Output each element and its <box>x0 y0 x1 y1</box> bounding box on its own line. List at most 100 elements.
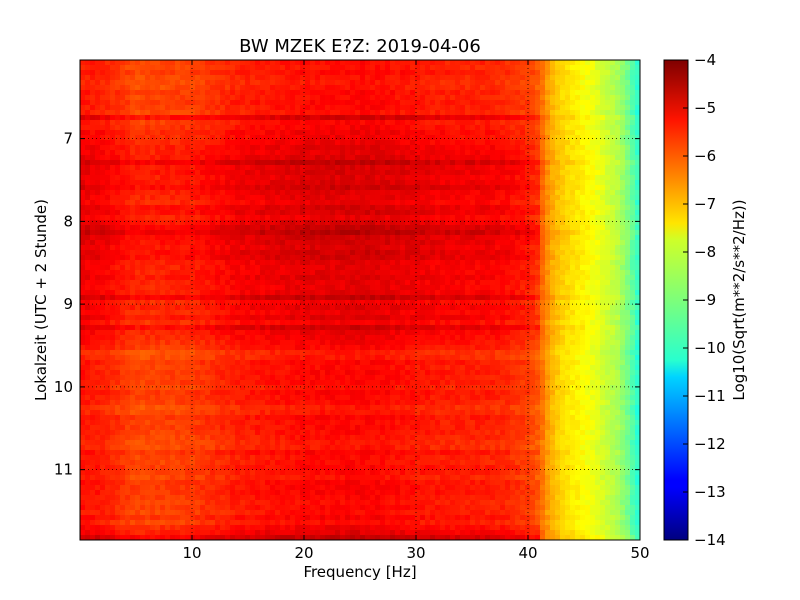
heatmap-cell <box>215 255 221 261</box>
heatmap-cell <box>550 105 556 111</box>
heatmap-cell <box>120 250 126 256</box>
heatmap-cell <box>110 230 116 236</box>
heatmap-cell <box>80 80 86 86</box>
heatmap-cell <box>220 275 226 281</box>
heatmap-cell <box>575 140 581 146</box>
heatmap-cell <box>580 240 586 246</box>
heatmap-cell <box>490 85 496 91</box>
heatmap-cell <box>620 230 626 236</box>
heatmap-cell <box>605 120 611 126</box>
heatmap-cell <box>265 165 271 171</box>
heatmap-cell <box>230 270 236 276</box>
heatmap-cell <box>290 150 296 156</box>
heatmap-cell <box>620 120 626 126</box>
heatmap-cell <box>270 235 276 241</box>
heatmap-cell <box>595 95 601 101</box>
heatmap-cell <box>495 145 501 151</box>
heatmap-cell <box>165 245 171 251</box>
heatmap-cell <box>275 255 281 261</box>
heatmap-cell <box>595 265 601 271</box>
heatmap-cell <box>130 180 136 186</box>
heatmap-cell <box>420 160 426 166</box>
heatmap-cell <box>560 180 566 186</box>
heatmap-cell <box>620 80 626 86</box>
heatmap-cell <box>480 255 486 261</box>
heatmap-cell <box>485 140 491 146</box>
heatmap-cell <box>415 110 421 116</box>
heatmap-cell <box>580 95 586 101</box>
heatmap-cell <box>160 125 166 131</box>
heatmap-cell <box>505 170 511 176</box>
heatmap-cell <box>340 65 346 71</box>
heatmap-cell <box>595 70 601 76</box>
heatmap-cell <box>340 145 346 151</box>
heatmap-cell <box>600 95 606 101</box>
heatmap-cell <box>510 160 516 166</box>
heatmap-cell <box>380 265 386 271</box>
heatmap-cell <box>345 205 351 211</box>
heatmap-cell <box>360 155 366 161</box>
heatmap-cell <box>495 165 501 171</box>
heatmap-cell <box>270 155 276 161</box>
heatmap-cell <box>180 255 186 261</box>
heatmap-cell <box>440 230 446 236</box>
heatmap-cell <box>125 110 131 116</box>
heatmap-cell <box>495 110 501 116</box>
heatmap-cell <box>225 215 231 221</box>
heatmap-cell <box>510 250 516 256</box>
heatmap-cell <box>435 185 441 191</box>
heatmap-cell <box>300 85 306 91</box>
heatmap-cell <box>245 120 251 126</box>
heatmap-cell <box>460 185 466 191</box>
heatmap-cell <box>285 65 291 71</box>
heatmap-cell <box>445 160 451 166</box>
heatmap-cell <box>425 235 431 241</box>
heatmap-cell <box>575 85 581 91</box>
heatmap-cell <box>85 155 91 161</box>
heatmap-cell <box>355 135 361 141</box>
heatmap-cell <box>375 275 381 281</box>
heatmap-cell <box>105 235 111 241</box>
heatmap-cell <box>125 255 131 261</box>
heatmap-cell <box>335 110 341 116</box>
heatmap-cell <box>500 125 506 131</box>
heatmap-cell <box>635 105 640 111</box>
heatmap-cell <box>570 140 576 146</box>
heatmap-cell <box>570 95 576 101</box>
heatmap-cell <box>450 155 456 161</box>
heatmap-cell <box>520 200 526 206</box>
heatmap-cell <box>100 165 106 171</box>
heatmap-cell <box>145 245 151 251</box>
heatmap-cell <box>540 60 546 66</box>
heatmap-cell <box>525 195 531 201</box>
heatmap-cell <box>325 190 331 196</box>
heatmap-cell <box>365 180 371 186</box>
heatmap-cell <box>115 160 121 166</box>
heatmap-cell <box>90 135 96 141</box>
heatmap-cell <box>470 120 476 126</box>
heatmap-cell <box>370 80 376 86</box>
heatmap-cell <box>355 145 361 151</box>
heatmap-cell <box>255 180 261 186</box>
heatmap-cell <box>530 110 536 116</box>
heatmap-cell <box>305 270 311 276</box>
heatmap-cell <box>505 130 511 136</box>
heatmap-cell <box>500 270 506 276</box>
heatmap-cell <box>90 215 96 221</box>
heatmap-cell <box>425 190 431 196</box>
heatmap-cell <box>415 270 421 276</box>
heatmap-cell <box>355 70 361 76</box>
heatmap-cell <box>310 130 316 136</box>
heatmap-cell <box>320 245 326 251</box>
heatmap-cell <box>480 105 486 111</box>
heatmap-cell <box>330 255 336 261</box>
heatmap-cell <box>105 85 111 91</box>
heatmap-cell <box>200 220 206 226</box>
heatmap-cell <box>595 170 601 176</box>
heatmap-cell <box>330 210 336 216</box>
heatmap-cell <box>415 70 421 76</box>
heatmap-cell <box>615 245 621 251</box>
heatmap-cell <box>170 175 176 181</box>
heatmap-cell <box>635 255 640 261</box>
heatmap-cell <box>245 240 251 246</box>
